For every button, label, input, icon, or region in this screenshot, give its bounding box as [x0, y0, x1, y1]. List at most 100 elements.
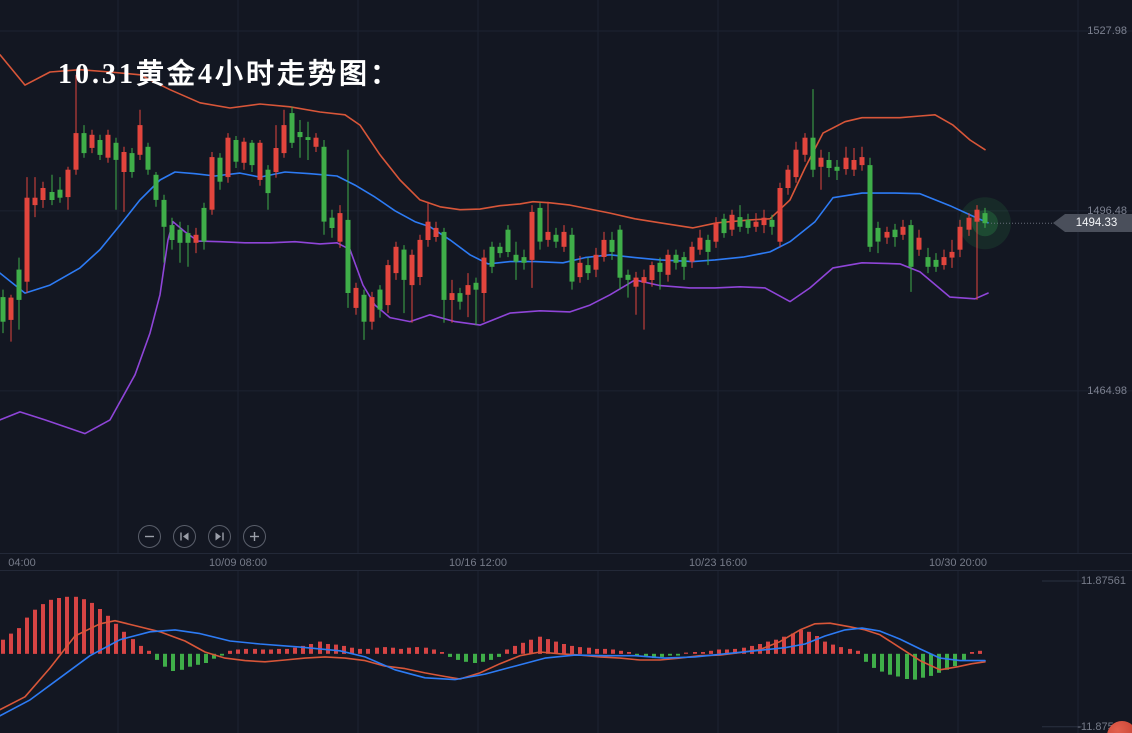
candle-body	[113, 142, 119, 160]
candle-body	[0, 297, 6, 322]
candle-body	[32, 197, 38, 206]
candle-body	[465, 285, 471, 295]
macd-histogram-bar	[905, 653, 909, 679]
bollinger-upper-line	[0, 54, 986, 229]
candle-body	[217, 157, 223, 182]
macd-histogram-bar	[978, 650, 982, 654]
macd-histogram-bar	[823, 641, 827, 654]
macd-histogram-bar	[864, 653, 868, 662]
macd-histogram-bar	[33, 609, 37, 654]
candle-body	[593, 254, 599, 270]
time-axis-label: 04:00	[8, 557, 36, 569]
candle-body	[601, 239, 607, 257]
macd-histogram-bar	[791, 633, 795, 654]
macd-histogram-bar	[114, 623, 118, 654]
candle-body	[553, 234, 559, 242]
candle-body	[875, 227, 881, 242]
candle-body	[65, 169, 71, 198]
candle-body	[721, 218, 727, 234]
current-price-value: 1494.33	[1075, 217, 1118, 229]
candle-body	[957, 226, 963, 250]
candle-body	[982, 213, 988, 224]
macd-histogram-bar	[285, 648, 289, 654]
macd-histogram-bar	[204, 653, 208, 663]
candle-body	[425, 221, 431, 240]
macd-histogram-bar	[872, 653, 876, 668]
minus-icon	[144, 531, 155, 542]
price-axis-label: 1464.98	[1087, 385, 1127, 397]
candle-body	[433, 227, 439, 237]
candle-body	[867, 165, 873, 247]
macd-histogram-bar	[375, 647, 379, 654]
candle-body	[834, 166, 840, 171]
macd-histogram-bar	[513, 645, 517, 654]
skip-to-start-button[interactable]	[173, 525, 196, 548]
candle-body	[745, 219, 751, 228]
candle-body	[313, 137, 319, 147]
candle-body	[505, 229, 511, 252]
macd-histogram-bar	[122, 631, 126, 654]
candle-body	[569, 234, 575, 282]
candle-body	[473, 282, 479, 290]
candle-body	[617, 229, 623, 278]
candle-body	[73, 133, 79, 170]
macd-histogram-bar	[74, 596, 78, 654]
macd-histogram-bar	[342, 645, 346, 654]
macd-histogram-bar	[970, 652, 974, 654]
macd-histogram-bar	[489, 653, 493, 660]
macd-histogram-bar	[261, 649, 265, 654]
macd-histogram-bar	[196, 653, 200, 665]
candle-body	[369, 297, 375, 322]
candle-body	[8, 297, 14, 320]
macd-histogram-bar	[131, 639, 135, 654]
candle-body	[121, 152, 127, 172]
macd-histogram-bar	[521, 642, 525, 654]
macd-histogram-bar	[603, 648, 607, 654]
candle-body	[941, 257, 947, 266]
zoom-in-button[interactable]	[243, 525, 266, 548]
macd-canvas[interactable]	[0, 571, 1132, 733]
zoom-out-button[interactable]	[138, 525, 161, 548]
macd-histogram-bar	[98, 609, 102, 654]
macd-histogram-bar	[171, 653, 175, 671]
macd-histogram-bar	[391, 647, 395, 654]
candle-body	[321, 146, 327, 222]
macd-histogram-bar	[424, 647, 428, 654]
macd-histogram-bar	[318, 641, 322, 654]
candle-body	[497, 246, 503, 254]
time-axis-label: 10/09 08:00	[208, 557, 268, 569]
candle-body	[57, 189, 63, 198]
candle-body	[641, 277, 647, 283]
macd-histogram-bar	[277, 648, 281, 654]
candle-body	[513, 254, 519, 262]
candle-body	[385, 265, 391, 306]
macd-histogram-bar	[587, 647, 591, 654]
macd-histogram-bar	[831, 644, 835, 654]
price-axis-label: 1527.98	[1087, 25, 1127, 37]
macd-histogram-bar	[456, 653, 460, 660]
page-title: 10.31黄金4小时走势图：	[58, 59, 402, 90]
macd-histogram-bar	[236, 649, 240, 654]
macd-histogram-bar	[106, 615, 110, 654]
skip-start-icon	[179, 531, 190, 542]
candle-body	[769, 219, 775, 227]
macd-histogram-bar	[529, 639, 533, 654]
macd-histogram-bar	[774, 639, 778, 654]
main-chart-canvas[interactable]	[0, 0, 1132, 553]
macd-histogram-bar	[293, 647, 297, 654]
macd-histogram-bar	[228, 650, 232, 654]
candle-body	[625, 274, 631, 280]
macd-histogram-bar	[57, 598, 61, 654]
candle-body	[681, 257, 687, 267]
candle-body	[441, 231, 447, 300]
macd-histogram-bar	[717, 649, 721, 654]
macd-histogram-bar	[366, 648, 370, 654]
candle-body	[884, 231, 890, 238]
macd-histogram-bar	[188, 653, 192, 667]
macd-histogram-bar	[538, 636, 542, 654]
candle-body	[665, 254, 671, 275]
candle-body	[305, 137, 311, 140]
macd-histogram-bar	[244, 648, 248, 654]
skip-to-end-button[interactable]	[208, 525, 231, 548]
macd-histogram-bar	[41, 604, 45, 654]
